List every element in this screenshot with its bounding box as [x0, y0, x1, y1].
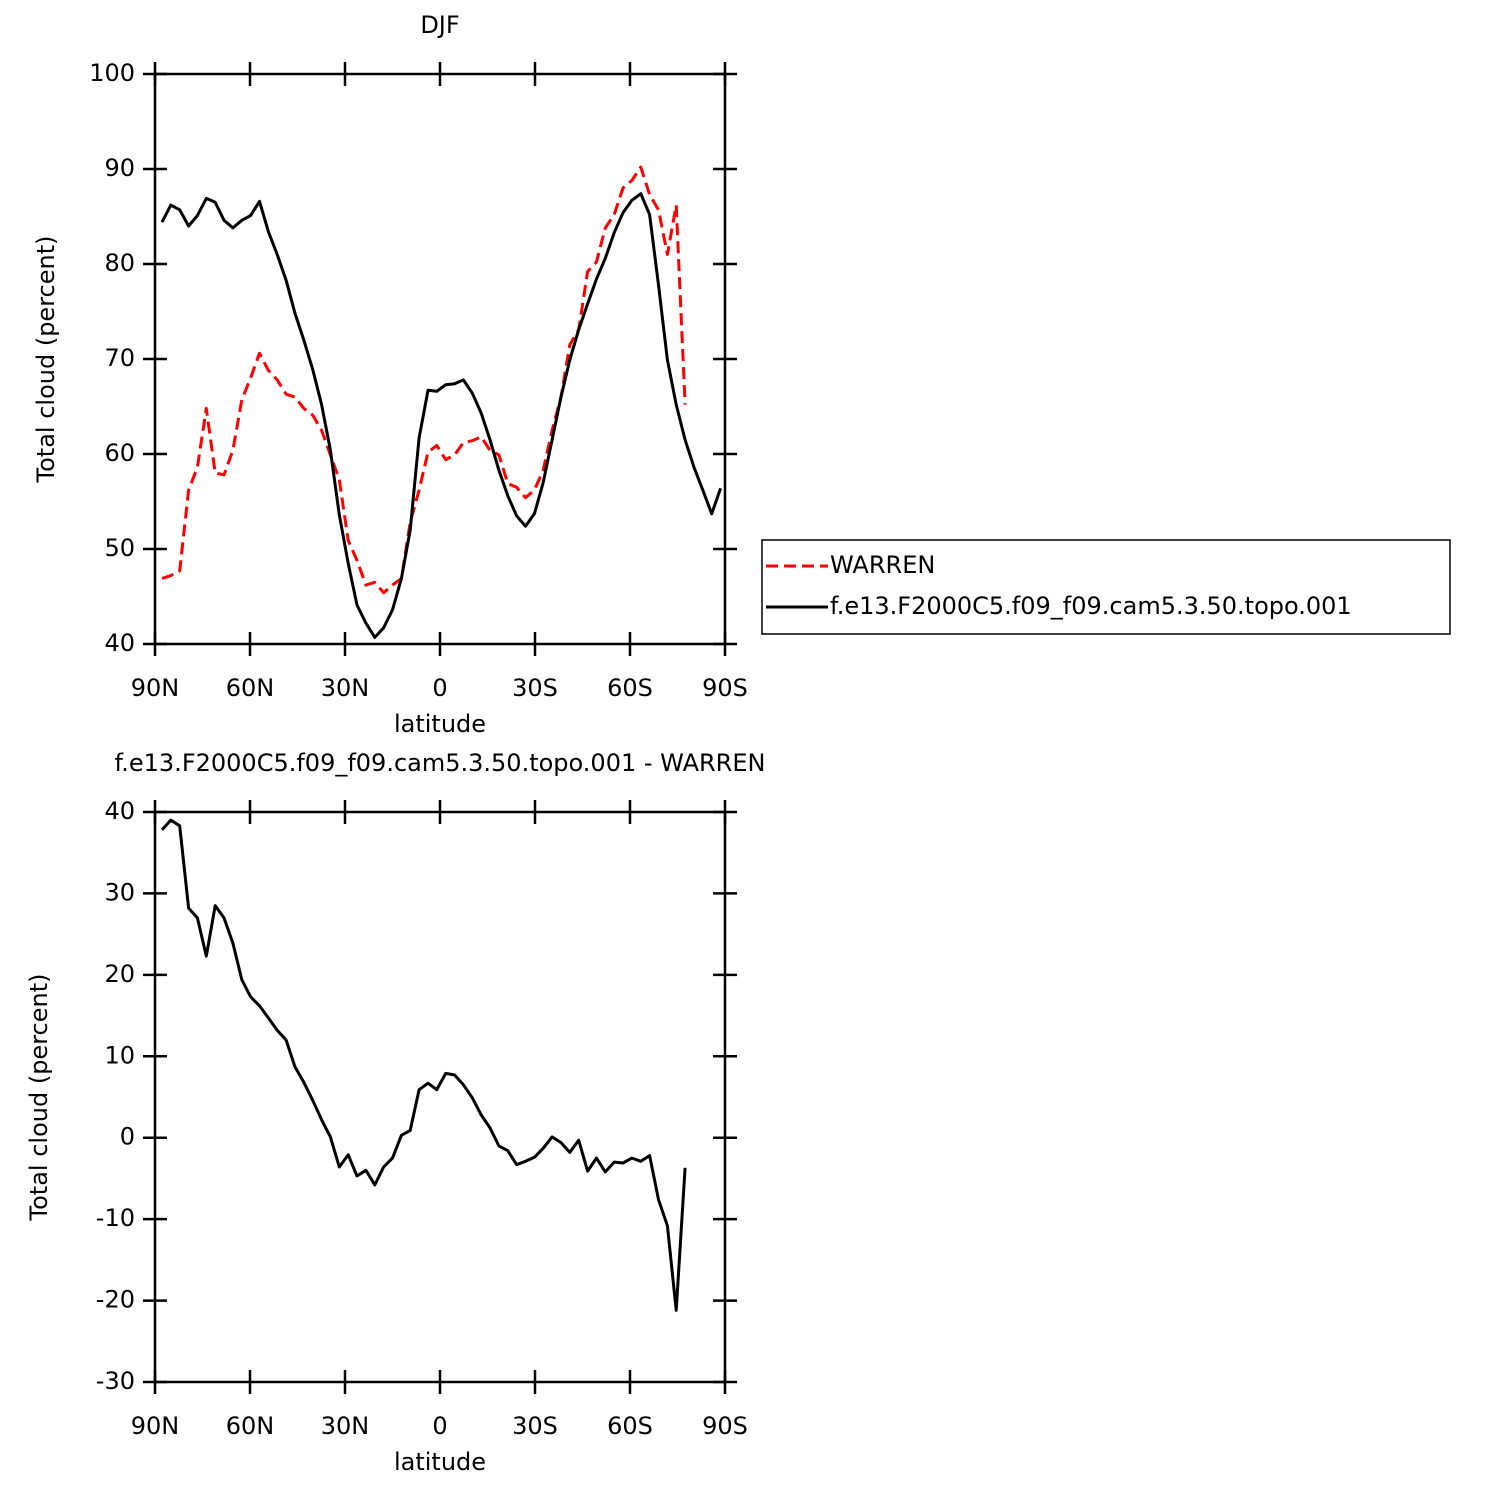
legend: WARREN f.e13.F2000C5.f09_f09.cam5.3.50.to…	[761, 539, 1451, 635]
y-axis-label: Total cloud (percent)	[32, 236, 60, 484]
x-tick-label: 60S	[607, 1412, 653, 1440]
y-tick-label: -10	[96, 1204, 135, 1232]
y-tick-label: 40	[104, 629, 135, 657]
y-tick-label: 50	[104, 534, 135, 562]
plot-frame	[153, 72, 727, 646]
x-tick-label: 90S	[702, 1412, 748, 1440]
legend-label: f.e13.F2000C5.f09_f09.cam5.3.50.topo.001	[830, 592, 1352, 620]
x-axis-label: latitude	[394, 1448, 486, 1476]
y-tick-label: -20	[96, 1286, 135, 1314]
legend-box	[761, 539, 1451, 635]
x-tick-label: 0	[432, 674, 447, 702]
x-tick-label: 30S	[512, 674, 558, 702]
x-tick-label: 90N	[131, 674, 180, 702]
y-tick-label: 40	[104, 797, 135, 825]
y-tick-label: 60	[104, 439, 135, 467]
x-tick-label: 60N	[226, 674, 275, 702]
y-tick-label: 0	[120, 1123, 135, 1151]
chart-title: f.e13.F2000C5.f09_f09.cam5.3.50.topo.001…	[115, 749, 766, 777]
x-tick-label: 0	[432, 1412, 447, 1440]
x-tick-label: 60S	[607, 674, 653, 702]
x-tick-label: 30N	[321, 674, 370, 702]
data-line	[160, 192, 723, 639]
x-tick-label: 30N	[321, 1412, 370, 1440]
x-tick-label: 60N	[226, 1412, 275, 1440]
y-tick-label: 100	[89, 59, 135, 87]
y-tick-label: 90	[104, 154, 135, 182]
y-tick-label: -30	[96, 1367, 135, 1395]
y-tick-label: 10	[104, 1041, 135, 1069]
y-tick-label: 70	[104, 344, 135, 372]
panel: DJF latitude Total cloud (percent) 90N 60N 30…	[32, 11, 1451, 738]
data-line	[161, 165, 687, 595]
y-tick-label: 80	[104, 249, 135, 277]
x-axis-label: latitude	[394, 710, 486, 738]
x-tick-label: 90N	[131, 1412, 180, 1440]
y-axis-label: Total cloud (percent)	[25, 974, 53, 1222]
data-line	[160, 818, 687, 1312]
x-tick-label: 90S	[702, 674, 748, 702]
y-tick-label: 30	[104, 878, 135, 906]
y-tick-label: 20	[104, 960, 135, 988]
chart-title: DJF	[420, 11, 459, 39]
plot-frame	[153, 810, 727, 1384]
panel: f.e13.F2000C5.f09_f09.cam5.3.50.topo.001…	[25, 749, 765, 1476]
legend-label: WARREN	[830, 551, 935, 579]
x-tick-label: 30S	[512, 1412, 558, 1440]
